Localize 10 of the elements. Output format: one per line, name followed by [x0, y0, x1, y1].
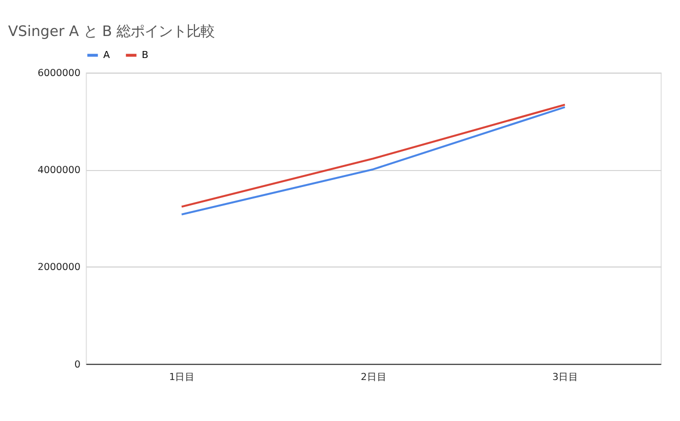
y-tick-label: 4000000 [38, 165, 81, 176]
legend-label: B [142, 50, 148, 62]
legend-label: A [103, 50, 110, 62]
x-tick-label: 2日目 [360, 372, 387, 383]
x-tick-label: 3日目 [552, 372, 578, 383]
y-tick-label: 0 [74, 359, 81, 370]
chart-title: VSinger A と B 総ポイント比較 [8, 24, 215, 40]
y-tick-label: 2000000 [38, 262, 81, 274]
x-tick-label: 1日目 [169, 372, 196, 383]
y-tick-label: 6000000 [38, 68, 81, 80]
